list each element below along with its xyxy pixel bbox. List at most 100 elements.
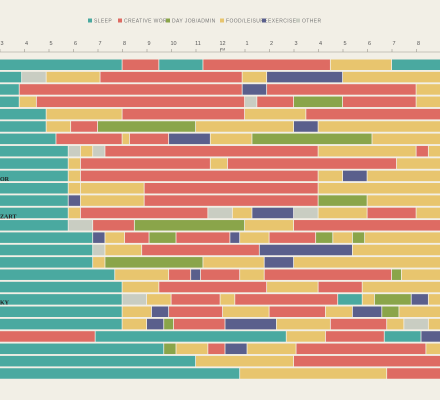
segment-food xyxy=(362,281,440,293)
segment-sleep xyxy=(0,281,122,293)
legend-swatch-dayjob xyxy=(166,18,170,23)
tick-label: 11 xyxy=(195,41,201,47)
segment-creative xyxy=(124,232,149,243)
segment-creative xyxy=(269,306,326,317)
segment-creative xyxy=(159,281,267,293)
segment-creative xyxy=(93,220,134,231)
segment-creative xyxy=(169,269,191,280)
segment-exercise xyxy=(294,121,318,132)
timeline-row xyxy=(0,59,440,70)
segment-exercise xyxy=(352,306,382,317)
segment-creative xyxy=(169,306,223,317)
tick-label: 3 xyxy=(294,41,297,47)
segment-food xyxy=(242,71,267,83)
timeline-row xyxy=(0,195,440,206)
segment-other xyxy=(208,207,232,219)
segment-exercise xyxy=(252,207,294,219)
segment-sleep xyxy=(0,257,93,268)
legend-label-food: FOOD/LEISURE xyxy=(226,18,268,24)
segment-food xyxy=(19,96,36,108)
segment-sleep xyxy=(0,121,46,132)
tick-label: 8 xyxy=(123,41,126,47)
segment-creative xyxy=(56,133,122,145)
segment-exercise xyxy=(68,195,81,206)
tick-label: 7 xyxy=(98,41,101,47)
segment-dayjob xyxy=(352,232,365,243)
segment-creative xyxy=(330,318,387,330)
segment-food xyxy=(210,133,252,145)
segment-sleep xyxy=(0,355,196,367)
segment-creative xyxy=(71,121,98,132)
segment-sleep xyxy=(0,71,22,83)
segment-exercise xyxy=(267,71,343,83)
segment-food xyxy=(372,133,440,145)
segment-sleep xyxy=(0,232,93,243)
row-labels: OR ZART KY xyxy=(0,177,16,307)
segment-sleep xyxy=(0,108,46,120)
segment-creative xyxy=(318,281,362,293)
segment-food xyxy=(428,318,440,330)
segment-creative xyxy=(294,220,440,231)
segment-creative xyxy=(176,232,230,243)
segment-exercise xyxy=(151,306,169,317)
segment-creative xyxy=(80,207,208,219)
segment-food xyxy=(196,121,294,132)
timeline-row xyxy=(0,355,440,367)
timeline-row xyxy=(0,368,440,379)
segment-dayjob xyxy=(382,306,399,317)
segment-exercise xyxy=(411,294,428,305)
segment-food xyxy=(416,84,440,95)
segment-sleep xyxy=(338,294,362,305)
segment-sleep xyxy=(0,195,68,206)
row-label: KY xyxy=(0,301,10,307)
segment-food xyxy=(240,368,387,379)
tick-label: 5 xyxy=(343,41,346,47)
segment-food xyxy=(318,207,367,219)
tick-label: 7 xyxy=(392,41,395,47)
segment-dayjob xyxy=(149,232,176,243)
segment-creative xyxy=(80,170,318,182)
segment-food xyxy=(286,331,326,342)
timeline-row xyxy=(0,220,440,231)
tick-label: 6 xyxy=(368,41,371,47)
segment-food xyxy=(318,145,416,157)
segment-dayjob xyxy=(252,133,372,145)
tick-label: 2 xyxy=(270,41,273,47)
timeline-row xyxy=(0,306,440,317)
segment-food xyxy=(122,133,130,145)
segment-food xyxy=(367,195,440,206)
segment-food xyxy=(68,170,81,182)
segment-dayjob xyxy=(318,195,367,206)
segment-sleep xyxy=(0,158,68,169)
segment-creative xyxy=(227,158,397,169)
timeline-row xyxy=(0,183,440,194)
segment-food xyxy=(247,343,296,355)
segment-food xyxy=(428,294,440,305)
segment-other xyxy=(93,145,105,157)
segment-food xyxy=(122,318,147,330)
segment-creative xyxy=(80,158,210,169)
timeline-row xyxy=(0,96,440,108)
timeline-row xyxy=(0,108,440,120)
segment-food xyxy=(318,121,440,132)
segment-sleep xyxy=(0,183,68,194)
segment-sleep xyxy=(384,331,421,342)
row-label: OR xyxy=(0,177,10,183)
tick-label: 8 xyxy=(417,41,420,47)
tick-label: 6 xyxy=(74,41,77,47)
segment-food xyxy=(196,355,294,367)
segment-food xyxy=(240,232,269,243)
segment-creative xyxy=(267,84,416,95)
segment-food xyxy=(46,71,100,83)
segment-dayjob xyxy=(105,257,203,268)
segment-food xyxy=(122,306,152,317)
segment-other xyxy=(245,96,257,108)
segment-exercise xyxy=(147,318,164,330)
segment-food xyxy=(105,244,142,256)
legend-swatch-food xyxy=(220,18,224,23)
segment-creative xyxy=(296,343,426,355)
segment-food xyxy=(343,71,440,83)
timeline-row xyxy=(0,71,440,83)
